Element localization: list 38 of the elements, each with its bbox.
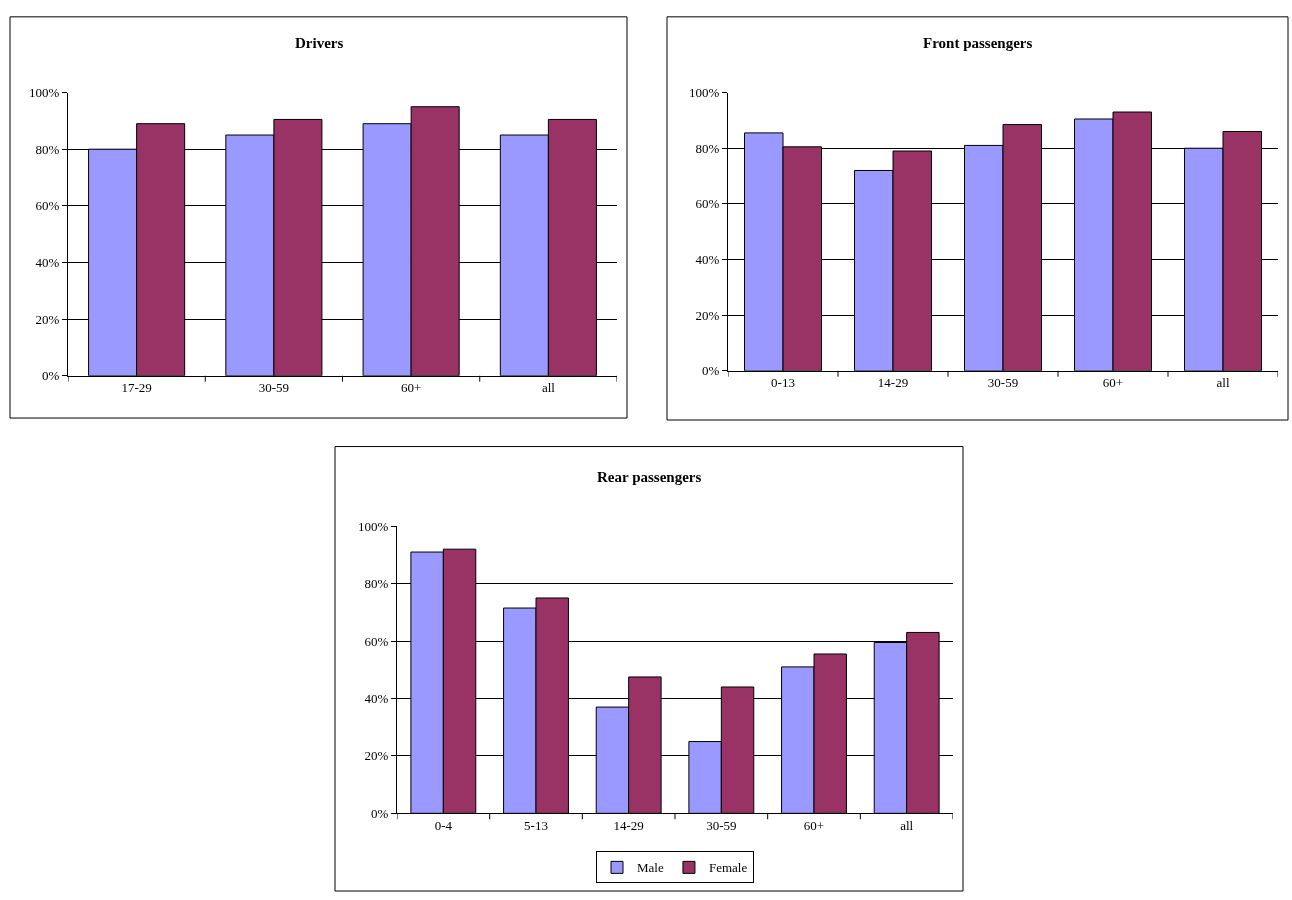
y-tick-label: 20% (364, 748, 389, 764)
y-tick-label: 80% (364, 576, 389, 592)
y-tick-label: 80% (695, 140, 720, 156)
y-tick-label: 20% (35, 311, 60, 327)
y-tick-label: 20% (695, 307, 720, 323)
x-tick-label: 60+ (1102, 375, 1124, 391)
x-tick-label: 60+ (400, 380, 422, 396)
y-tick-label: 40% (695, 252, 720, 268)
x-tick-label: 0-4 (434, 817, 453, 833)
y-tick-label: 40% (364, 691, 389, 707)
x-tick-label: 14-29 (613, 817, 644, 833)
x-tick-label: 5-13 (524, 817, 548, 833)
y-tick-label: 40% (35, 255, 60, 271)
x-tick-label: 60+ (803, 817, 825, 833)
y-tick-label: 100% (689, 85, 720, 101)
y-tick-label: 60% (364, 633, 389, 649)
chart-title: Front passengers (923, 35, 1033, 51)
x-tick-label: all (1216, 375, 1230, 391)
y-tick-label: 80% (35, 141, 60, 157)
x-tick-label: 0-13 (771, 375, 795, 391)
y-tick-label: 0% (371, 805, 389, 821)
chart-title: Rear passengers (597, 469, 702, 485)
x-tick-label: 17-29 (121, 380, 152, 396)
x-tick-label: all (900, 817, 914, 833)
y-tick-label: 60% (695, 196, 720, 212)
y-tick-label: 100% (29, 85, 60, 101)
y-tick-label: 0% (42, 368, 60, 384)
y-tick-label: 60% (35, 198, 60, 214)
x-tick-label: all (541, 380, 556, 396)
x-tick-label: 30-59 (706, 817, 737, 833)
x-tick-label: 14-29 (877, 375, 909, 391)
chart-title: Drivers (295, 35, 344, 51)
x-tick-label: 30-59 (258, 380, 290, 396)
y-tick-label: 0% (702, 363, 720, 379)
y-tick-label: 100% (358, 518, 389, 534)
legend-label: Male (637, 860, 664, 876)
legend-label: Female (708, 860, 748, 876)
x-tick-label: 30-59 (987, 375, 1019, 391)
